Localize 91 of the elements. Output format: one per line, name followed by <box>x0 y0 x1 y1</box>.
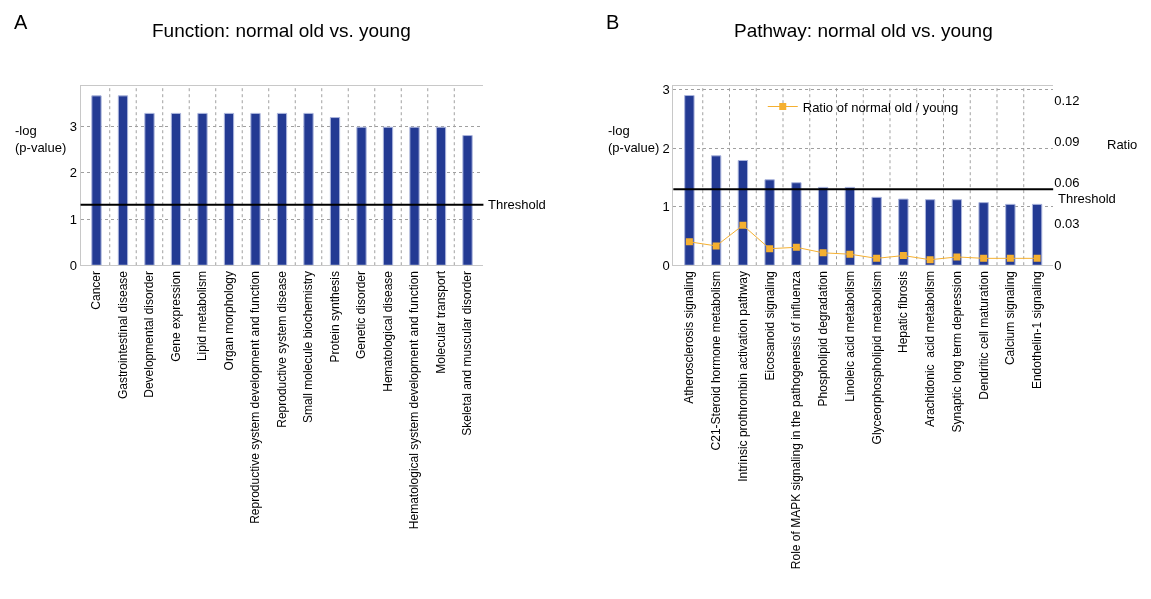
x-tick-label: Reproductive system disease <box>274 270 289 428</box>
x-tick-label: Arachidonic acid metabolism <box>923 271 938 428</box>
x-tick-label: Lipid metabolism <box>195 271 210 362</box>
bar <box>684 95 695 266</box>
x-tick-label: Molecular transport <box>433 270 448 374</box>
bar <box>764 179 775 266</box>
x-tick-label: Endothelin-1 signaling <box>1030 271 1045 390</box>
bar <box>924 199 936 266</box>
y2-axis-title: Ratio <box>1107 137 1138 152</box>
x-tick-label: Cancer <box>89 271 104 310</box>
x-tick-label: C21-Steroid hormone metabolism <box>709 271 724 451</box>
bar <box>951 199 963 266</box>
y-tick-label: 2 <box>69 165 77 181</box>
x-tick-label: Hematological system development and function <box>407 271 422 530</box>
point <box>685 238 693 246</box>
legend-label: Ratio of normal old / young <box>802 99 959 115</box>
bar <box>170 112 182 266</box>
x-tick-label: Eicosanoid signaling <box>762 271 777 381</box>
x-tick-label: Dendritic cell maturation <box>976 271 991 400</box>
bar <box>197 112 208 266</box>
point <box>926 256 934 264</box>
bar <box>871 196 882 266</box>
x-tick-label: Calcium signaling <box>1003 271 1018 366</box>
bar <box>91 95 102 266</box>
point <box>873 254 881 262</box>
x-tick-label: Protein synthesis <box>327 271 342 363</box>
x-tick-label: Atherosclerosis signaling <box>682 271 697 404</box>
bar <box>844 186 856 266</box>
bar <box>303 112 314 266</box>
x-tick-label: Gastrointestinal disease <box>115 270 130 400</box>
y-tick-label: 0 <box>662 257 670 273</box>
bar <box>382 126 394 266</box>
text: A <box>14 11 28 33</box>
ref-line-label: Threshold <box>488 197 546 212</box>
point <box>766 245 774 253</box>
x-tick-label: Role of MAPK signaling in the pathogenesis of influenza <box>789 270 804 570</box>
bar <box>223 112 235 266</box>
y-axis-title: -log (p-value) <box>15 123 67 155</box>
point <box>739 221 747 229</box>
bar <box>329 117 341 266</box>
point <box>792 243 800 251</box>
point <box>712 242 720 250</box>
bar <box>276 112 288 266</box>
bar <box>1031 203 1043 266</box>
chart-title: Pathway: normal old vs. young <box>734 20 993 41</box>
bar <box>435 126 447 266</box>
bar <box>791 182 802 266</box>
point <box>819 249 827 257</box>
point <box>1033 254 1041 262</box>
bar <box>356 126 367 266</box>
x-tick-label: Organ morphology <box>221 271 236 371</box>
point <box>899 252 907 260</box>
y-tick-label: 1 <box>69 211 77 227</box>
bar <box>144 112 155 266</box>
bar <box>710 155 722 266</box>
y-tick-label: 3 <box>662 82 670 98</box>
bar <box>462 135 473 266</box>
y-tick-label: 3 <box>69 119 77 135</box>
bar <box>117 95 129 266</box>
x-tick-label: Synaptic long term depression <box>949 271 964 433</box>
x-tick-label: Hematological disease <box>380 270 395 392</box>
y2-tick-label: 0.06 <box>1054 175 1080 191</box>
x-tick-label: Reproductive system development and function <box>248 271 263 524</box>
bar <box>737 159 749 266</box>
ref-line-label: Threshold <box>1058 191 1116 206</box>
y-tick-label: 0 <box>69 257 77 273</box>
chart-title: Function: normal old vs. young <box>152 20 411 41</box>
y-tick-label: 2 <box>662 140 670 156</box>
x-tick-label: Small molecule biochemistry <box>301 271 316 424</box>
y2-tick-label: 0.09 <box>1054 133 1080 149</box>
text: B <box>606 11 620 33</box>
x-tick-label: Intrinsic prothrombin activation pathway <box>735 271 750 482</box>
x-tick-label: Glyceorphospholipid metabolism <box>869 271 884 445</box>
bar <box>817 186 829 266</box>
bar <box>409 126 420 266</box>
y2-tick-label: 0 <box>1054 257 1062 273</box>
y2-tick-label: 0.03 <box>1054 216 1080 232</box>
x-tick-label: Phospholipid degradation <box>816 271 831 407</box>
y-axis-title: -log (p-value) <box>608 123 660 155</box>
x-tick-label: Linoleic acid metabolism <box>842 271 857 402</box>
point <box>953 253 961 261</box>
x-tick-label: Genetic disorder <box>354 271 369 360</box>
bar <box>898 198 909 266</box>
x-tick-label: Skeletal and muscular disorder <box>460 271 475 436</box>
x-tick-label: Gene expression <box>168 271 183 362</box>
y-tick-label: 1 <box>662 199 670 215</box>
point <box>846 250 854 258</box>
y2-tick-label: 0.12 <box>1054 92 1080 108</box>
bar <box>250 112 261 266</box>
x-tick-label: Hepatic fibrosis <box>896 271 911 354</box>
x-tick-label: Developmental disorder <box>142 271 157 398</box>
